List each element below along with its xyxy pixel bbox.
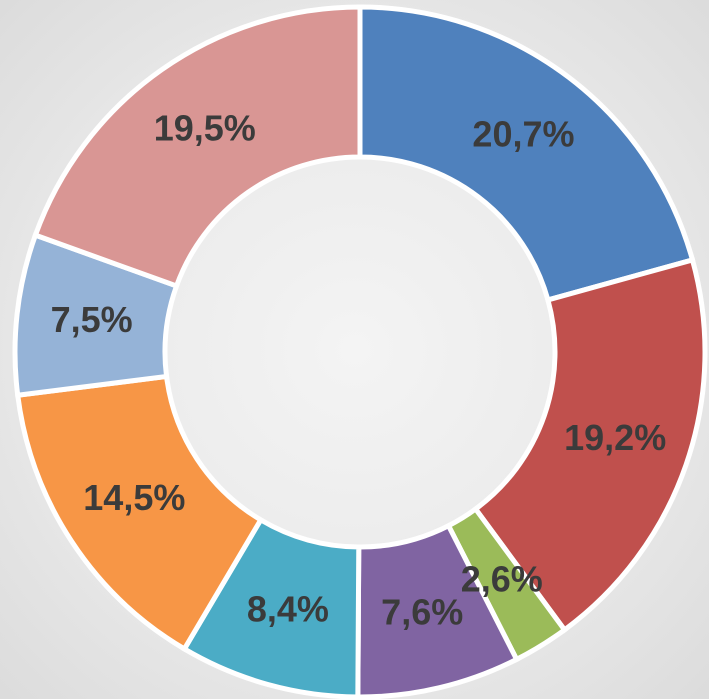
data-label: 7,5% xyxy=(51,299,133,340)
data-label: 19,5% xyxy=(154,108,256,149)
donut xyxy=(12,4,708,699)
data-label: 20,7% xyxy=(472,114,574,155)
labels: 20,7% 19,2% 2,6%7,6% 8,4% 14,5% 7,5% 19,5% xyxy=(51,108,667,633)
data-label: 19,2% xyxy=(564,417,666,458)
donut-slice xyxy=(472,256,708,634)
donut-slice xyxy=(357,4,696,304)
data-label: 8,4% xyxy=(247,589,329,630)
data-label: 7,6% xyxy=(381,591,463,632)
donut-slice xyxy=(14,373,265,653)
data-label: 2,6% xyxy=(461,558,543,599)
donut-slice xyxy=(32,4,363,290)
data-label: 14,5% xyxy=(83,477,185,518)
